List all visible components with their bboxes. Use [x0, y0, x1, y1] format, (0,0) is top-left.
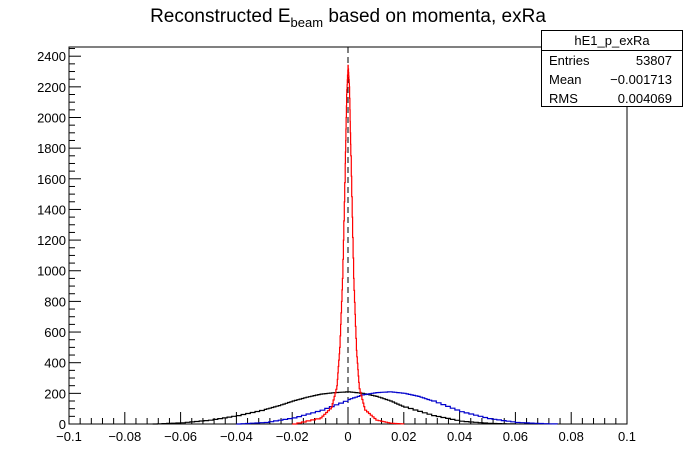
x-tick-label: −0.02: [276, 429, 309, 444]
y-tick-label: 0: [59, 417, 66, 432]
stats-mean-label: Mean: [549, 72, 582, 87]
stats-histogram-name: hE1_p_exRa: [542, 31, 682, 51]
chart-title-subscript: beam: [290, 15, 324, 30]
axis-ticks: −0.1 −0.08 −0.06 −0.04 −0.02 0 0.02 0.04 0.06 0.0…: [37, 48, 636, 444]
y-tick-label: 1400: [37, 202, 66, 217]
y-tick-label: 800: [44, 294, 66, 309]
x-tick-label: 0.1: [618, 429, 636, 444]
chart-title-main: Reconstructed E: [150, 6, 291, 27]
x-tick-label: 0.02: [391, 429, 416, 444]
stats-row-entries: Entries 53807: [542, 51, 682, 70]
series-line-1: [236, 391, 558, 425]
y-tick-label: 1000: [37, 264, 66, 279]
stats-rms-value: 0.004069: [617, 91, 672, 106]
stats-row-rms: RMS 0.004069: [542, 89, 682, 108]
chart-title-rest: based on momenta, exRa: [323, 6, 546, 27]
series-line-2: [292, 64, 405, 425]
stats-mean-value: −0.001713: [610, 72, 672, 87]
y-tick-label: 1800: [37, 141, 66, 156]
series-line-0: [152, 391, 516, 425]
y-tick-label: 2000: [37, 110, 66, 125]
stats-entries-label: Entries: [549, 53, 590, 68]
series-layer: [152, 64, 558, 425]
stats-box: hE1_p_exRa Entries 53807 Mean −0.001713 …: [541, 30, 683, 107]
y-tick-label: 2400: [37, 49, 66, 64]
stats-rms-label: RMS: [549, 91, 578, 106]
x-tick-label: −0.08: [108, 429, 141, 444]
x-tick-label: 0.08: [559, 429, 584, 444]
x-tick-label: −0.1: [56, 429, 82, 444]
stats-entries-value: 53807: [635, 53, 672, 68]
x-tick-label: −0.04: [220, 429, 253, 444]
chart-title: Reconstructed Ebeam based on momenta, ex…: [0, 6, 696, 30]
x-tick-label: 0: [344, 429, 351, 444]
x-tick-label: −0.06: [164, 429, 197, 444]
x-tick-label: 0.04: [447, 429, 472, 444]
x-tick-label: 0.06: [503, 429, 528, 444]
y-tick-label: 600: [44, 325, 66, 340]
y-tick-label: 1600: [37, 172, 66, 187]
y-tick-label: 400: [44, 356, 66, 371]
y-tick-label: 200: [44, 386, 66, 401]
stats-row-mean: Mean −0.001713: [542, 70, 682, 89]
y-tick-label: 1200: [37, 233, 66, 248]
y-tick-label: 2200: [37, 80, 66, 95]
